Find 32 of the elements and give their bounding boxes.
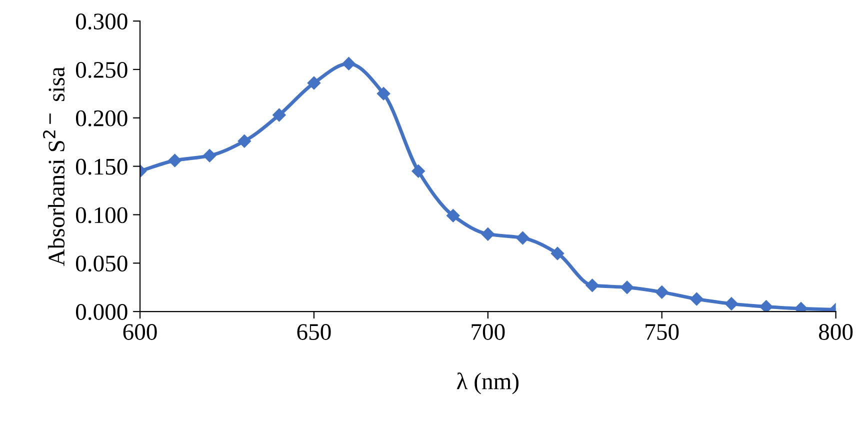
point	[446, 209, 460, 222]
x-tick-label: 700	[472, 324, 505, 340]
point	[481, 227, 494, 241]
y-tick-label: 0.300	[76, 14, 128, 30]
x-tick-label: 750	[646, 324, 679, 340]
point	[307, 76, 321, 90]
point	[412, 164, 425, 178]
point	[376, 87, 390, 100]
point	[550, 246, 564, 260]
x-tick-label: 800	[819, 324, 853, 340]
point	[655, 286, 668, 299]
point	[516, 231, 530, 245]
y-tick-label: 0.100	[76, 207, 128, 224]
point	[342, 57, 356, 70]
y-tick-label: 0.000	[76, 304, 128, 320]
y-tick-label: 0.250	[76, 62, 128, 78]
point	[690, 292, 704, 306]
point	[168, 154, 182, 168]
point	[620, 280, 634, 294]
point	[238, 134, 251, 148]
point	[272, 108, 286, 122]
point	[586, 278, 599, 292]
point	[203, 149, 216, 162]
x-axis-title: λ (nm)	[456, 372, 518, 394]
x-tick-label: 600	[123, 324, 157, 340]
x-tick-label: 650	[297, 324, 331, 340]
y-axis-title: Absorbansi S$^{2−}$ sisa	[43, 66, 65, 266]
y-tick-label: 0.050	[76, 256, 128, 272]
y-tick-label: 0.150	[76, 158, 128, 175]
y-tick-label: 0.200	[76, 110, 128, 126]
point	[760, 300, 773, 312]
point	[724, 297, 738, 310]
